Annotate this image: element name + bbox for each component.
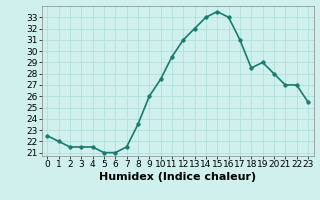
X-axis label: Humidex (Indice chaleur): Humidex (Indice chaleur) — [99, 172, 256, 182]
